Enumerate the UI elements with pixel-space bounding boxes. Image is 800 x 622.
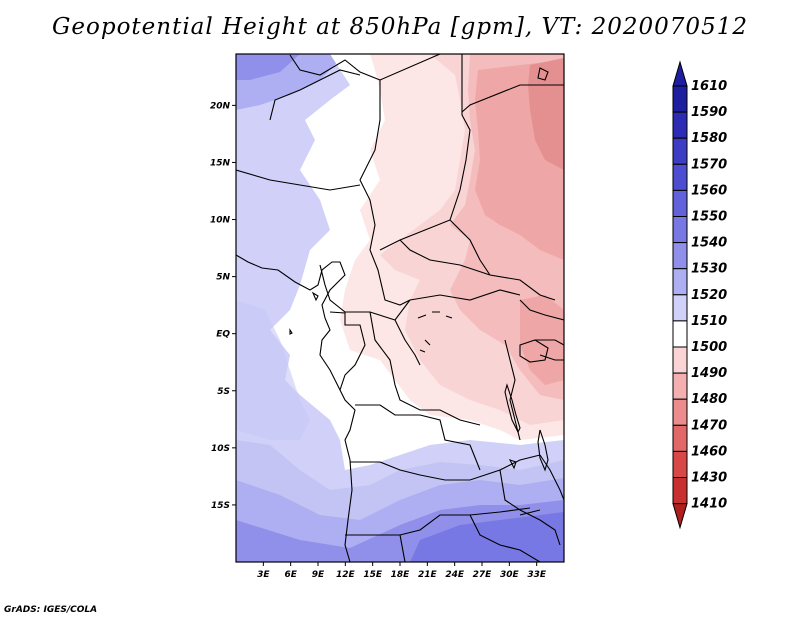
lat-axis: 20N 15N 10N 5N EQ 5S 10S 15S — [210, 101, 236, 511]
field-1480 — [528, 58, 564, 170]
colorbar-segment — [672, 216, 688, 244]
colorbar-label: 1560 — [691, 183, 727, 198]
field-1550-south — [410, 512, 564, 562]
colorbar-label: 1460 — [691, 444, 727, 459]
colorbar-segment — [672, 477, 688, 505]
field-1540-north — [236, 54, 300, 80]
lat-tick-label: 15S — [211, 501, 230, 511]
lon-tick-label: 27E — [473, 570, 493, 580]
lon-tick-label: 21E — [418, 570, 438, 580]
colorbar-label: 1510 — [691, 314, 727, 329]
colorbar-segment — [672, 346, 688, 374]
colorbar-label: 1540 — [691, 236, 727, 251]
colorbar-bottom-arrow — [672, 503, 688, 530]
colorbar-segment — [672, 189, 688, 217]
colorbar: 1610 1590 1580 1570 1560 1550 1540 1530 1520 1510… — [672, 60, 727, 530]
colorbar-segment — [672, 372, 688, 400]
colorbar-label: 1590 — [691, 105, 727, 120]
colorbar-label: 1580 — [691, 131, 727, 146]
colorbar-label: 1520 — [691, 288, 727, 303]
lon-tick-label: 30E — [500, 570, 520, 580]
lat-tick-label: 15N — [210, 158, 231, 168]
lon-axis: 3E 6E 9E 12E 15E 18E 21E 24E 27E 30E 33E — [257, 562, 547, 580]
lon-tick-label: 18E — [391, 570, 411, 580]
grads-credit: GrADS: IGES/COLA — [4, 605, 98, 615]
lon-tick-label: 33E — [527, 570, 547, 580]
lat-tick-label: 5N — [216, 273, 230, 283]
colorbar-segment — [672, 320, 688, 348]
lon-tick-label: 9E — [312, 570, 325, 580]
lat-tick-label: 5S — [217, 387, 230, 397]
colorbar-label: 1490 — [691, 366, 727, 381]
colorbar-label: 1570 — [691, 157, 727, 172]
colorbar-label: 1500 — [691, 340, 727, 355]
colorbar-segment — [672, 294, 688, 322]
colorbar-top-arrow — [672, 60, 688, 87]
colorbar-label: 1550 — [691, 210, 727, 225]
lat-tick-label: 10N — [210, 216, 231, 226]
colorbar-segment — [672, 242, 688, 270]
colorbar-segment — [672, 137, 688, 165]
lon-tick-label: 3E — [257, 570, 270, 580]
colorbar-segment — [672, 85, 688, 113]
country-borders — [236, 54, 564, 562]
field-ocean-west — [236, 300, 310, 440]
map-title: Geopotential Height at 850hPa [gpm], VT:… — [52, 14, 748, 40]
lon-tick-label: 6E — [284, 570, 297, 580]
lat-tick-label: 20N — [210, 101, 231, 111]
colorbar-label: 1430 — [691, 471, 727, 486]
colorbar-segment — [672, 163, 688, 191]
colorbar-segment — [672, 398, 688, 426]
colorbar-label: 1610 — [691, 79, 727, 94]
colorbar-label: 1410 — [691, 497, 727, 512]
colorbar-segment — [672, 424, 688, 452]
lat-tick-label: EQ — [216, 330, 230, 340]
colorbar-segment — [672, 111, 688, 139]
colorbar-label: 1470 — [691, 418, 727, 433]
colorbar-segment — [672, 268, 688, 296]
geopotential-field — [235, 53, 565, 563]
lon-tick-label: 12E — [336, 570, 356, 580]
lon-tick-label: 15E — [363, 570, 383, 580]
lat-tick-label: 10S — [211, 444, 230, 454]
colorbar-label: 1480 — [691, 392, 727, 407]
lon-tick-label: 24E — [445, 570, 465, 580]
colorbar-segment — [672, 450, 688, 478]
colorbar-label: 1530 — [691, 262, 727, 277]
